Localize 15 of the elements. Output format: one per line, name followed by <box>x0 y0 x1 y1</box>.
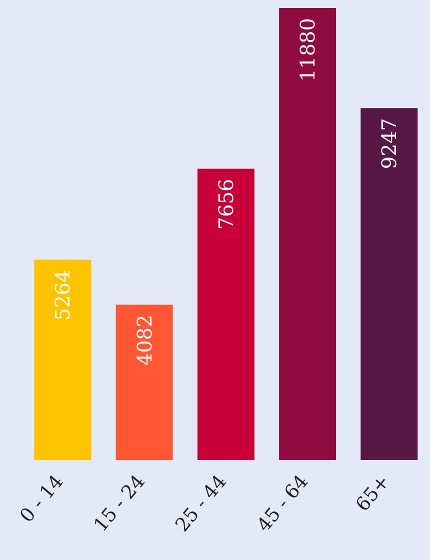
bar <box>197 168 254 460</box>
x-tick-label: 25 - 44 <box>171 470 232 536</box>
data-label: 7656 <box>214 178 238 230</box>
x-tick-label: 15 - 24 <box>90 470 150 536</box>
data-label: 11880 <box>296 18 320 82</box>
x-tick-label: 0 - 14 <box>16 470 68 527</box>
data-label: 9247 <box>377 118 402 170</box>
bar <box>116 304 173 460</box>
data-label: 4082 <box>132 314 156 366</box>
bar <box>34 260 92 460</box>
bar <box>279 8 336 460</box>
x-tick-label: 45 - 64 <box>252 470 313 536</box>
x-tick-label: 65+ <box>352 470 394 516</box>
bar <box>360 108 418 460</box>
data-label: 5264 <box>50 270 75 321</box>
